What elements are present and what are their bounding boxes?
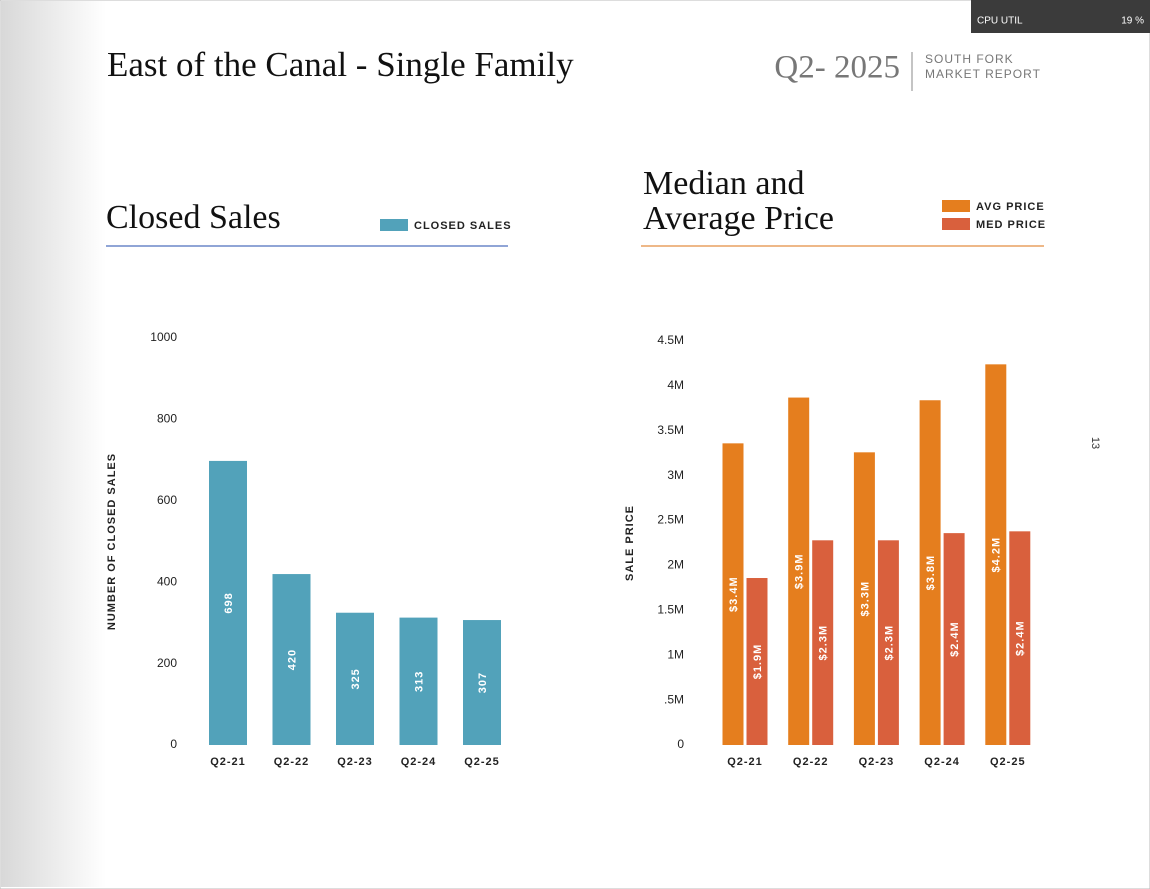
- value-label: $3.9M: [794, 553, 806, 589]
- legend-swatch: [380, 219, 408, 231]
- y-tick-label: 400: [157, 574, 177, 588]
- y-tick-label: 200: [157, 656, 177, 670]
- y-axis-label: SALE PRICE: [624, 505, 636, 581]
- page-shadow: [1, 1, 106, 887]
- y-tick-label: .5M: [664, 692, 684, 706]
- y-tick-label: 0: [170, 737, 177, 751]
- report-name: SOUTH FORK: [925, 52, 1014, 66]
- y-tick-label: 0: [677, 737, 684, 751]
- bar: [746, 578, 768, 745]
- bar: [985, 364, 1007, 745]
- value-label: $2.3M: [818, 625, 830, 661]
- legend-swatch: [942, 200, 970, 212]
- bar: [336, 612, 374, 745]
- legend-label: AVG PRICE: [976, 201, 1045, 213]
- chart-title: Average Price: [643, 200, 834, 237]
- y-tick-label: 4.5M: [657, 333, 684, 347]
- value-label: $2.4M: [949, 621, 961, 657]
- overlay-label: CPU UTIL: [977, 16, 1023, 27]
- period: Q2- 2025: [774, 50, 900, 86]
- value-label: $3.4M: [728, 576, 740, 612]
- report-name: MARKET REPORT: [925, 67, 1041, 81]
- x-tick-label: Q2-24: [401, 756, 437, 768]
- bar: [1009, 531, 1031, 745]
- y-tick-label: 3.5M: [657, 423, 684, 437]
- y-tick-label: 2M: [667, 558, 684, 572]
- bar: [812, 540, 834, 745]
- bar: [943, 533, 965, 745]
- x-tick-label: Q2-21: [727, 756, 763, 768]
- y-tick-label: 600: [157, 493, 177, 507]
- y-tick-label: 3M: [667, 468, 684, 482]
- value-label: 420: [286, 649, 298, 670]
- y-tick-label: 4M: [667, 378, 684, 392]
- chart-title: Closed Sales: [106, 199, 281, 236]
- bar: [722, 443, 744, 745]
- y-axis-label: NUMBER OF CLOSED SALES: [106, 453, 118, 630]
- overlay-value: 19 %: [1121, 16, 1144, 27]
- bar: [877, 540, 899, 745]
- overlay: [971, 0, 1150, 33]
- x-tick-label: Q2-24: [924, 756, 960, 768]
- bar: [209, 460, 247, 745]
- bar: [853, 452, 875, 745]
- legend-label: MED PRICE: [976, 219, 1046, 231]
- y-tick-label: 2.5M: [657, 513, 684, 527]
- x-tick-label: Q2-22: [793, 756, 829, 768]
- legend-swatch: [942, 218, 970, 230]
- value-label: $2.3M: [883, 625, 895, 661]
- x-tick-label: Q2-21: [210, 756, 246, 768]
- value-label: 325: [350, 668, 362, 689]
- x-tick-label: Q2-22: [274, 756, 310, 768]
- value-label: $1.9M: [752, 644, 764, 680]
- value-label: 307: [477, 672, 489, 693]
- y-tick-label: 1.5M: [657, 603, 684, 617]
- x-tick-label: Q2-23: [337, 756, 373, 768]
- bar: [399, 617, 438, 745]
- chart-title: Median and: [643, 165, 804, 202]
- value-label: $3.8M: [925, 555, 937, 591]
- y-tick-label: 1000: [150, 330, 177, 344]
- x-tick-label: Q2-23: [859, 756, 895, 768]
- page-title: East of the Canal - Single Family: [107, 45, 574, 84]
- value-label: $3.3M: [859, 581, 871, 617]
- page-number: 13: [1089, 437, 1101, 449]
- value-label: $2.4M: [1015, 620, 1027, 656]
- bar: [272, 574, 311, 745]
- legend-label: CLOSED SALES: [414, 220, 512, 232]
- bar: [919, 400, 941, 745]
- bar: [463, 620, 501, 745]
- value-label: 698: [223, 592, 235, 613]
- x-tick-label: Q2-25: [990, 756, 1026, 768]
- x-tick-label: Q2-25: [464, 756, 500, 768]
- y-tick-label: 800: [157, 412, 177, 426]
- value-label: $4.2M: [991, 537, 1003, 573]
- value-label: 313: [413, 671, 425, 692]
- y-tick-label: 1M: [667, 647, 684, 661]
- bar: [788, 397, 810, 745]
